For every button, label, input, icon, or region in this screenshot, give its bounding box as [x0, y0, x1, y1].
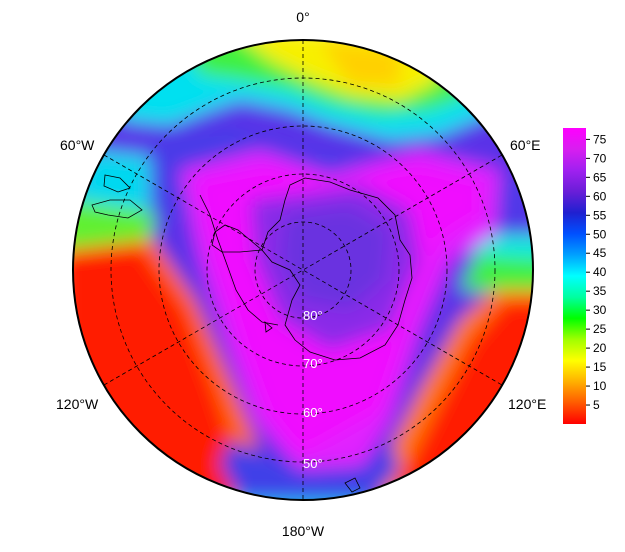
colorbar-tick-label: 10	[593, 379, 607, 393]
colorbar-ticks: 75 70 65 60 55 50 45 40 35 30 25 20 15 10 5	[586, 132, 607, 412]
colorbar-tick-label: 20	[593, 341, 607, 355]
colorbar-tick-label: 45	[593, 246, 607, 260]
lat-label-60: 60°	[303, 405, 323, 420]
colorbar-tick-label: 55	[593, 208, 607, 222]
lon-label-180w: 180°W	[282, 523, 325, 539]
lat-label-80: 80°	[303, 308, 323, 323]
graticule	[103, 40, 503, 500]
lat-label-70: 70°	[303, 356, 323, 371]
colorbar-tick-label: 70	[593, 151, 607, 165]
lat-label-50: 50°	[303, 456, 323, 471]
colorbar-tick-label: 75	[593, 132, 607, 146]
lon-label-60w: 60°W	[60, 137, 95, 153]
colorbar-tick-label: 35	[593, 284, 607, 298]
colorbar-tick-label: 40	[593, 265, 607, 279]
colorbar-tick-label: 15	[593, 360, 607, 374]
colorbar: 75 70 65 60 55 50 45 40 35 30 25 20 15 10 5	[563, 128, 607, 424]
colorbar-gradient	[563, 128, 586, 424]
colorbar-tick-label: 5	[593, 398, 600, 412]
lon-label-120e: 120°E	[508, 396, 546, 412]
lon-label-60e: 60°E	[510, 137, 541, 153]
map-border	[72, 39, 534, 501]
polar-map	[73, 40, 533, 500]
colorbar-tick-label: 30	[593, 303, 607, 317]
colorbar-tick-label: 50	[593, 227, 607, 241]
lon-label-0: 0°	[296, 9, 309, 25]
colorbar-tick-label: 60	[593, 189, 607, 203]
colorbar-tick-label: 65	[593, 170, 607, 184]
lon-label-120w: 120°W	[56, 396, 99, 412]
colorbar-tick-label: 25	[593, 322, 607, 336]
